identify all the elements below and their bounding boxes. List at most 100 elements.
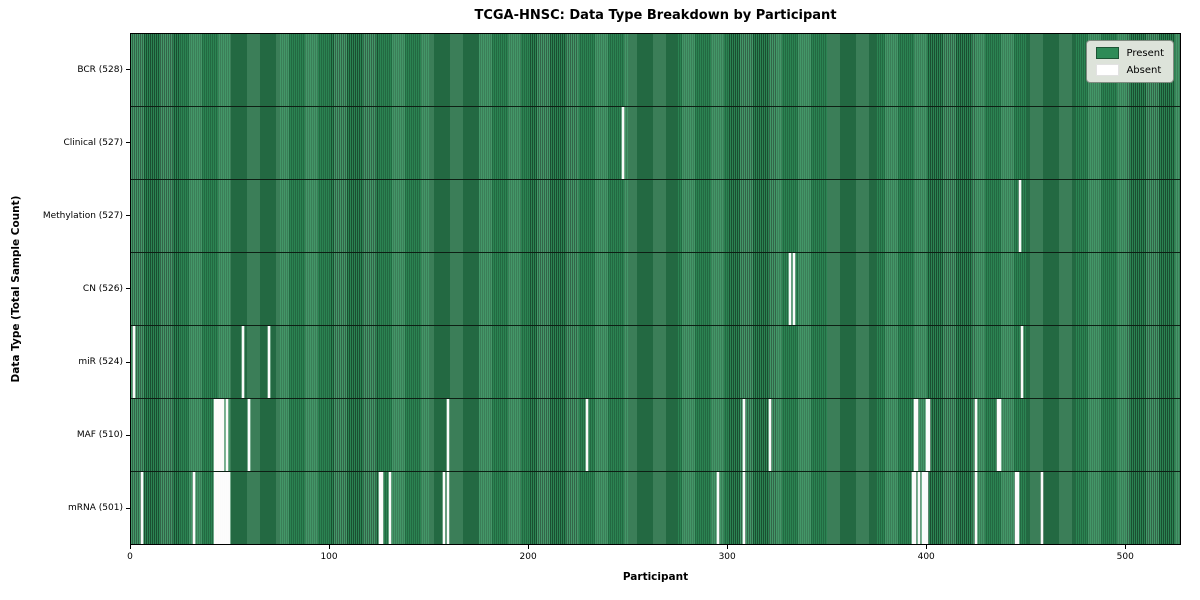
- absent-stripe: [1015, 472, 1018, 544]
- absent-stripe: [999, 399, 1002, 471]
- absent-stripe: [768, 399, 771, 471]
- xtick-mark: [727, 545, 729, 549]
- absent-stripe: [222, 399, 225, 471]
- xtick-label: 400: [917, 552, 935, 562]
- xtick-label: 0: [127, 552, 133, 562]
- ytick-label: miR (524): [78, 357, 123, 368]
- chart-title: TCGA-HNSC: Data Type Breakdown by Partic…: [474, 8, 837, 23]
- ytick-mark: [126, 288, 130, 290]
- legend-present-label: Present: [1126, 47, 1164, 59]
- absent-stripe: [913, 399, 916, 471]
- absent-stripe: [226, 399, 229, 471]
- absent-stripe: [1019, 180, 1022, 252]
- present-swatch: [1096, 47, 1120, 59]
- ytick-label: CN (526): [82, 283, 123, 294]
- ytick-label: mRNA (501): [68, 503, 123, 514]
- ytick-label: MAF (510): [76, 430, 123, 441]
- absent-stripe: [222, 472, 225, 544]
- absent-stripe: [792, 253, 795, 325]
- ytick-clinical: Clinical (527): [0, 106, 130, 179]
- absent-stripe: [925, 472, 928, 544]
- ytick-mrna: mRNA (501): [0, 472, 130, 545]
- absent-stripe: [923, 472, 926, 544]
- ytick-mark: [126, 434, 130, 436]
- legend: Present Absent: [1086, 40, 1174, 83]
- xtick-mark: [130, 545, 131, 549]
- absent-stripe: [915, 399, 918, 471]
- absent-stripe: [975, 399, 978, 471]
- heatmap-row-clinical: [131, 107, 1180, 180]
- absent-stripe: [228, 472, 231, 544]
- absent-stripe: [911, 472, 914, 544]
- absent-stripe: [381, 472, 384, 544]
- absent-stripe: [1040, 472, 1043, 544]
- absent-stripe: [788, 253, 791, 325]
- ytick-mark: [126, 69, 130, 71]
- absent-stripe: [442, 472, 445, 544]
- absent-stripe: [268, 326, 271, 398]
- absent-stripe: [132, 326, 135, 398]
- absent-stripe: [248, 399, 251, 471]
- absent-swatch: [1096, 64, 1120, 76]
- absent-stripe: [220, 399, 223, 471]
- ytick-mark: [126, 215, 130, 217]
- ytick-label: Methylation (527): [42, 210, 123, 221]
- x-axis-ticks: 0 100 200 300 400 500: [127, 545, 1181, 571]
- absent-stripe: [717, 472, 720, 544]
- absent-stripe: [216, 399, 219, 471]
- legend-item-present: Present: [1096, 47, 1164, 59]
- absent-stripe: [226, 472, 229, 544]
- absent-stripe: [216, 472, 219, 544]
- ytick-maf: MAF (510): [0, 399, 130, 472]
- heatmap-row-maf: [131, 399, 1180, 472]
- absent-stripe: [218, 472, 221, 544]
- absent-stripe: [975, 472, 978, 544]
- absent-stripe: [192, 472, 195, 544]
- legend-item-absent: Absent: [1096, 64, 1164, 76]
- ytick-mir: miR (524): [0, 326, 130, 399]
- plot-area: Present Absent: [130, 33, 1181, 545]
- legend-absent-label: Absent: [1126, 64, 1162, 76]
- absent-stripe: [214, 399, 217, 471]
- absent-stripe: [224, 472, 227, 544]
- absent-stripe: [925, 399, 928, 471]
- ytick-cn: CN (526): [0, 252, 130, 325]
- heatmap-row-methylation: [131, 180, 1180, 253]
- xtick-mark: [926, 545, 928, 549]
- xtick-label: 500: [1116, 552, 1134, 562]
- absent-stripe: [742, 399, 745, 471]
- absent-stripe: [913, 472, 916, 544]
- absent-stripe: [585, 399, 588, 471]
- xtick-label: 200: [519, 552, 537, 562]
- absent-stripe: [379, 472, 382, 544]
- ytick-label: BCR (528): [77, 64, 123, 75]
- ytick-mark: [126, 507, 130, 509]
- ytick-bcr: BCR (528): [0, 33, 130, 106]
- absent-stripe: [921, 472, 924, 544]
- absent-stripe: [446, 472, 449, 544]
- ytick-methylation: Methylation (527): [0, 179, 130, 252]
- ytick-mark: [126, 142, 130, 144]
- heatmap-row-bcr: [131, 34, 1180, 107]
- absent-stripe: [1021, 326, 1024, 398]
- absent-stripe: [997, 399, 1000, 471]
- absent-stripe: [389, 472, 392, 544]
- absent-stripe: [927, 399, 930, 471]
- absent-stripe: [621, 107, 624, 179]
- xtick-mark: [329, 545, 331, 549]
- xtick-mark: [1125, 545, 1127, 549]
- ytick-label: Clinical (527): [63, 137, 123, 148]
- xtick-label: 100: [320, 552, 338, 562]
- absent-stripe: [1017, 472, 1020, 544]
- absent-stripe: [446, 399, 449, 471]
- x-axis-label: Participant: [622, 571, 689, 583]
- xtick-label: 300: [718, 552, 736, 562]
- y-axis-tick-labels: BCR (528) Clinical (527) Methylation (527)…: [0, 33, 130, 545]
- absent-stripe: [917, 472, 920, 544]
- heatmap-row-mrna: [131, 472, 1180, 544]
- absent-stripe: [214, 472, 217, 544]
- heatmap-row-cn: [131, 253, 1180, 326]
- xtick-mark: [528, 545, 530, 549]
- ytick-mark: [126, 361, 130, 363]
